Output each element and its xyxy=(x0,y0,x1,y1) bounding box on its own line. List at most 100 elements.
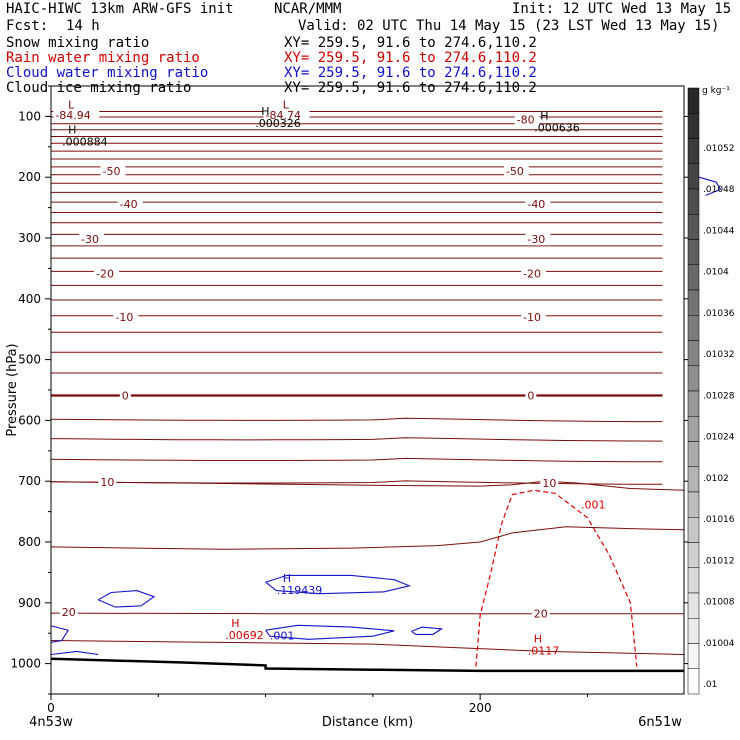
isotherm-label-bg-18 xyxy=(531,606,550,620)
isotherm-label-16: 10 xyxy=(542,477,556,490)
isotherm-label-6: -40 xyxy=(527,198,545,211)
org-label: NCAR/MMM xyxy=(274,1,342,17)
isotherm-label-bg-1 xyxy=(263,108,310,122)
extremum-H-marker-3: H xyxy=(261,105,269,118)
colorbar-box-17 xyxy=(687,517,700,543)
isotherm-label-bg-3 xyxy=(100,164,126,178)
colorbar-box-15 xyxy=(687,466,700,493)
isotherm-label-bg-15 xyxy=(98,474,117,488)
isotherm-label-14: 0 xyxy=(527,389,534,402)
x-tick-label-1: 200 xyxy=(469,701,492,715)
cloud-water-contour-6 xyxy=(698,176,722,196)
isotherm-label-10: -20 xyxy=(523,267,541,280)
isotherm-label-bg-5 xyxy=(117,196,143,210)
terrain-line xyxy=(50,657,684,673)
field-name-snow: Snow mixing ratio xyxy=(6,35,150,51)
isotherm-low-1 xyxy=(50,526,685,550)
colorbar-label-0: .01052 xyxy=(703,144,735,154)
colorbar-label-9: .01016 xyxy=(703,515,735,525)
colorbar-label-1: .01048 xyxy=(703,185,735,195)
extremum-L-marker-1: L xyxy=(283,98,290,111)
extremum-L-marker-0: L xyxy=(68,98,75,111)
cloud-water-contour-2 xyxy=(265,624,395,640)
y-tick-label-1: 200 xyxy=(18,170,41,184)
forecast-value: 14 h xyxy=(66,18,100,34)
isotherm-28 xyxy=(50,457,663,463)
extremum-H-marker-7: H xyxy=(534,632,542,645)
colorbar-box-13 xyxy=(687,416,700,442)
extremum-H-marker-6: H xyxy=(231,617,239,630)
isotherm-label-bg-7 xyxy=(79,232,105,246)
colorbar-label-3: .0104 xyxy=(703,268,729,278)
rain-contours xyxy=(475,489,638,667)
isotherm-label-bg-8 xyxy=(525,232,551,246)
valid-time: Valid: 02 UTC Thu 14 May 15 (23 LST Wed … xyxy=(298,18,720,34)
isotherm-label-4: -50 xyxy=(506,165,524,178)
colorbar: .01052 .01048 .01044 .0104 .01036 .01032 .0102… xyxy=(687,86,735,695)
colorbar-box-10 xyxy=(687,340,700,366)
terrain-surface xyxy=(50,657,684,673)
isotherm-label-5: -40 xyxy=(120,198,138,211)
isotherm-label-11: -10 xyxy=(115,311,133,324)
cloud-water-contour-0 xyxy=(265,574,412,595)
field-xy-snow: XY= 259.5, 91.6 to 274.6,110.2 xyxy=(284,35,537,51)
isotherm-label-bg-4 xyxy=(503,164,529,178)
isotherm-label-2: -80 xyxy=(517,113,535,126)
colorbar-box-2 xyxy=(687,138,700,164)
cloud-water-contour-5 xyxy=(50,650,99,656)
y-tick-label-6: 700 xyxy=(18,474,41,488)
extremum-value-4: .000636 xyxy=(534,121,580,134)
y-tick-label-0: 100 xyxy=(18,109,41,123)
isotherm-label-9: -20 xyxy=(96,267,114,280)
cloud-water-contour-3 xyxy=(50,625,70,643)
colorbar-box-20 xyxy=(687,592,700,619)
isotherm-10-bumped xyxy=(50,480,685,491)
y-tick-label-8: 900 xyxy=(18,596,41,610)
colorbar-box-16 xyxy=(687,491,700,518)
extremum-value-5: .119439 xyxy=(277,584,323,597)
y-tick-label-9: 1000 xyxy=(10,657,41,671)
field-name-rain: Rain water mixing ratio xyxy=(6,50,200,66)
colorbar-box-1 xyxy=(687,113,700,139)
isotherm-label-0: -84.94 xyxy=(55,109,90,122)
extremum-H-marker-5: H xyxy=(283,572,291,585)
field-name-cloud-ice: Cloud ice mixing ratio xyxy=(6,80,192,96)
isotherm-low-3 xyxy=(50,640,685,655)
y-tick-label-4: 500 xyxy=(18,353,41,367)
colorbar-box-0 xyxy=(687,87,700,114)
extremum-value-2: .000884 xyxy=(62,135,108,148)
field-xy-cloud-ice: XY= 259.5, 91.6 to 274.6,110.2 xyxy=(284,80,537,96)
colorbar-box-7 xyxy=(687,264,700,291)
colorbar-label-7: .01024 xyxy=(703,433,735,443)
isotherm-label-bg-12 xyxy=(521,310,547,324)
colorbar-box-19 xyxy=(687,567,700,594)
isotherm-label-bg-6 xyxy=(525,196,551,210)
cloud-water-contour-4 xyxy=(411,626,444,635)
isotherm-label-bg-17 xyxy=(59,604,78,618)
extremum-value-7: .0117 xyxy=(528,644,560,657)
y-axis-label: Pressure (hPa) xyxy=(5,343,20,436)
isotherm-26 xyxy=(50,417,663,423)
colorbar-label-8: .0102 xyxy=(703,474,729,484)
forecast-label: Fcst: xyxy=(6,18,49,34)
colorbar-box-22 xyxy=(687,643,700,669)
field-name-cloud-water: Cloud water mixing ratio xyxy=(6,65,209,81)
field-xy-rain: XY= 259.5, 91.6 to 274.6,110.2 xyxy=(284,50,537,66)
colorbar-unit: g kg⁻¹ xyxy=(702,86,730,96)
colorbar-box-3 xyxy=(687,163,700,190)
colorbar-box-4 xyxy=(687,188,700,215)
contour-labels: -84.94 -84.74 -80 -50 -50 -40 -40 -30 -30 -20 -20 -… xyxy=(53,98,606,657)
colorbar-label-5: .01032 xyxy=(703,350,735,360)
extremum-H-marker-4: H xyxy=(540,109,548,122)
rain-contour xyxy=(475,489,638,667)
isotherm-label-bg-11 xyxy=(113,310,139,324)
isotherm-label-17: 20 xyxy=(62,606,76,619)
x-axis-label: Distance (km) xyxy=(322,715,413,730)
x-end-label-right: 6n51w xyxy=(638,715,682,730)
isotherm-label-bg-16 xyxy=(540,476,559,490)
colorbar-box-21 xyxy=(687,618,700,644)
field-xy-cloud-water: XY= 259.5, 91.6 to 274.6,110.2 xyxy=(284,65,537,81)
x-tick-label-0: 0 xyxy=(47,701,55,715)
colorbar-label-11: .01008 xyxy=(703,598,735,608)
